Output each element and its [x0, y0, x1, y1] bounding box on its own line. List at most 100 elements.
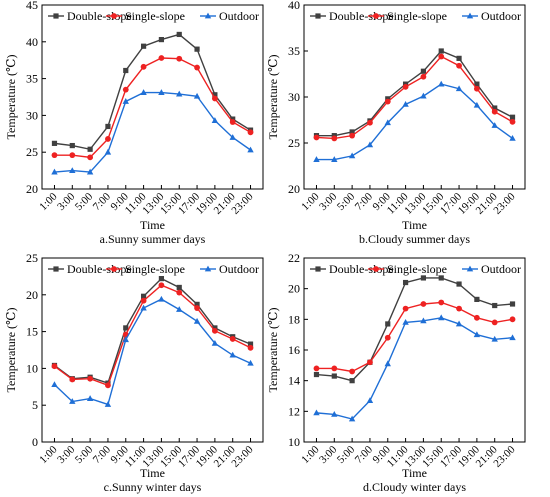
x-tick-label: 5:00: [335, 190, 358, 213]
data-point: [384, 98, 391, 105]
data-point: [69, 398, 76, 404]
legend-label: Double-slope: [67, 9, 132, 23]
data-point: [51, 152, 58, 159]
data-point: [384, 360, 391, 367]
data-point: [229, 119, 236, 125]
legend-marker: [111, 13, 117, 19]
data-point: [51, 363, 58, 370]
data-point: [211, 339, 219, 346]
series-line-single-slope: [316, 301, 513, 373]
x-tick-label: 3:00: [317, 190, 340, 213]
legend-label: Outdoor: [219, 9, 259, 23]
y-tick-label: 25: [26, 145, 38, 159]
chart-title: d.Cloudy winter days: [363, 480, 466, 494]
series-line-outdoor: [316, 83, 513, 161]
series-line-outdoor: [54, 91, 251, 173]
series-line-outdoor: [316, 317, 513, 420]
legend-label: Single-slope: [387, 262, 447, 276]
data-point: [456, 305, 462, 312]
data-point: [349, 129, 355, 135]
data-point: [384, 119, 391, 126]
data-point: [491, 122, 498, 128]
data-point: [313, 134, 320, 141]
data-point: [313, 156, 320, 162]
legend-label: Outdoor: [481, 262, 521, 276]
legend-label: Outdoor: [219, 262, 259, 276]
series-line-single-slope: [54, 57, 251, 159]
data-point: [104, 148, 112, 155]
legend-marker: [204, 12, 212, 19]
data-point: [86, 395, 94, 401]
y-tick-label: 25: [26, 251, 38, 265]
legend-marker: [373, 13, 379, 19]
data-point: [140, 304, 147, 311]
data-point: [122, 86, 129, 93]
data-point: [474, 81, 480, 87]
data-point: [176, 31, 182, 38]
data-point: [402, 279, 409, 286]
x-tick-label: 3:00: [55, 190, 78, 213]
data-point: [438, 53, 445, 60]
data-point: [193, 317, 201, 324]
data-point: [247, 344, 254, 351]
legend-marker: [204, 265, 212, 272]
data-point: [229, 351, 236, 358]
chart-panel-1: 2025303540451:003:005:007:009:0011:0013:…: [4, 0, 264, 246]
data-point: [158, 36, 165, 43]
legend-label: Outdoor: [481, 9, 521, 23]
data-point: [140, 89, 147, 95]
data-point: [105, 123, 111, 130]
data-point: [158, 89, 165, 95]
data-point: [122, 336, 129, 343]
data-point: [176, 284, 182, 291]
y-tick-label: 12: [288, 404, 300, 418]
data-point: [313, 371, 320, 378]
data-point: [420, 92, 427, 99]
data-point: [176, 306, 183, 312]
data-point: [420, 317, 427, 324]
data-point: [349, 378, 355, 384]
data-point: [247, 146, 254, 153]
data-point: [491, 335, 498, 342]
y-tick-label: 20: [26, 288, 38, 302]
plot-frame: [303, 257, 526, 443]
data-point: [474, 296, 480, 302]
data-point: [331, 373, 337, 379]
data-point: [473, 85, 480, 92]
legend-label: Double-slope: [329, 262, 394, 276]
x-axis-title: Time: [140, 218, 165, 232]
data-point: [349, 368, 356, 375]
legend-label: Double-slope: [329, 9, 394, 23]
series-line-double-slope: [54, 33, 251, 151]
chart-title: c.Sunny winter days: [104, 480, 202, 494]
data-point: [51, 168, 58, 175]
y-tick-label: 0: [32, 435, 38, 449]
legend-label: Single-slope: [125, 9, 185, 23]
y-tick-label: 20: [26, 182, 38, 196]
data-point: [456, 281, 462, 287]
data-point: [473, 101, 481, 108]
x-tick-label: 1:00: [37, 443, 60, 466]
x-tick-label: 1:00: [37, 190, 60, 213]
series-line-single-slope: [316, 55, 513, 140]
data-point: [331, 135, 338, 142]
legend-marker: [315, 13, 321, 19]
data-point: [229, 134, 236, 140]
chart-panel-4: 101214161820221:003:005:007:009:0011:001…: [266, 251, 526, 494]
data-point: [105, 382, 111, 389]
data-point: [247, 359, 254, 366]
data-point: [87, 375, 94, 382]
y-tick-label: 18: [288, 312, 300, 326]
x-tick-label: 3:00: [55, 443, 78, 466]
y-axis-title: Temperature (℃): [266, 55, 280, 140]
data-point: [509, 135, 516, 141]
data-point: [313, 409, 320, 416]
legend-label: Single-slope: [387, 9, 447, 23]
legend-marker: [466, 12, 474, 19]
data-point: [438, 275, 444, 281]
data-point: [473, 331, 481, 338]
x-tick-label: 7:00: [91, 190, 114, 213]
data-point: [509, 114, 516, 120]
data-point: [366, 397, 374, 403]
